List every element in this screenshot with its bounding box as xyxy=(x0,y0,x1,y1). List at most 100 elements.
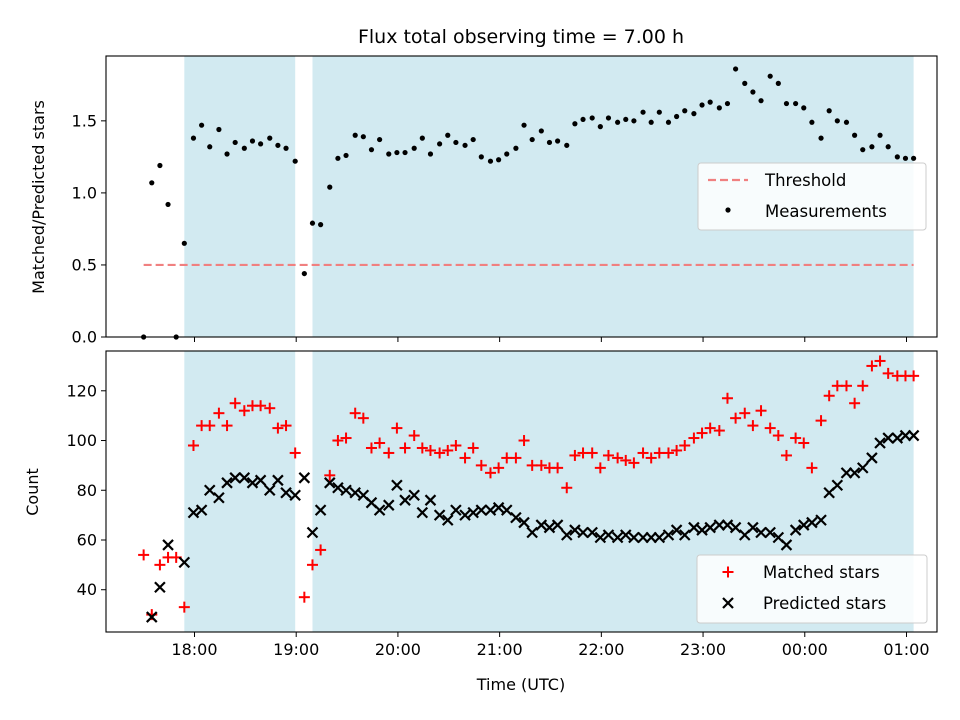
predicted-star-point xyxy=(510,511,522,524)
measurement-point xyxy=(445,132,451,138)
matched-star-point xyxy=(204,420,216,432)
observing-window xyxy=(184,351,296,632)
predicted-star-point xyxy=(298,472,311,484)
predicted-star-point xyxy=(314,504,327,516)
marker-stroke xyxy=(653,531,666,544)
marker-stroke xyxy=(203,484,216,497)
measurement-point xyxy=(640,109,646,115)
marker-stroke xyxy=(510,511,522,524)
count-y-ticks: 40 60 80 100 120 xyxy=(66,381,106,599)
measurement-point xyxy=(902,155,909,161)
marker-stroke xyxy=(424,494,437,506)
measurement-point xyxy=(665,119,672,125)
measurement-point xyxy=(368,147,375,153)
marker-stroke xyxy=(221,477,233,489)
matched-star-point xyxy=(349,407,361,419)
measurement-point xyxy=(258,141,264,147)
measurement-point xyxy=(386,151,392,157)
marker-stroke xyxy=(391,479,403,492)
predicted-star-point xyxy=(526,526,538,539)
matched-star-point xyxy=(662,447,674,459)
measurement-point xyxy=(623,116,629,123)
legend-matched-swatch xyxy=(722,566,734,578)
marker-stroke xyxy=(907,429,920,442)
matched-star-point xyxy=(221,420,233,432)
matched-star-point xyxy=(493,462,505,474)
measurement-point xyxy=(546,139,553,146)
legend-predicted-swatch xyxy=(722,597,734,609)
marker-stroke xyxy=(467,506,479,519)
marker-stroke xyxy=(704,521,716,534)
measurement-point xyxy=(572,121,578,127)
marker-stroke xyxy=(891,432,904,444)
measurement-point xyxy=(699,102,705,108)
y-tick-label: 1.0 xyxy=(72,183,97,202)
measurement-point xyxy=(555,138,561,144)
predicted-star-point xyxy=(688,521,700,534)
matched-star-point xyxy=(620,454,632,466)
matched-star-point xyxy=(324,469,336,481)
measurement-point xyxy=(529,136,535,143)
marker-stroke xyxy=(764,526,776,539)
marker-stroke xyxy=(382,499,395,511)
marker-stroke xyxy=(577,526,589,539)
marker-stroke xyxy=(373,504,386,516)
y-tick-label: 120 xyxy=(66,381,97,400)
predicted-star-point xyxy=(246,477,259,489)
marker-stroke xyxy=(688,521,700,534)
marker-stroke xyxy=(543,521,556,534)
predicted-star-point xyxy=(391,479,403,492)
matched-star-point xyxy=(535,459,547,471)
marker-stroke xyxy=(500,504,513,516)
predicted-star-point xyxy=(586,526,598,539)
predicted-star-point xyxy=(797,519,810,531)
predicted-star-point xyxy=(416,506,429,519)
predicted-star-point xyxy=(263,484,276,497)
marker-stroke xyxy=(365,496,378,509)
marker-stroke xyxy=(459,509,471,521)
x-tick-label: 23:00 xyxy=(680,640,726,659)
time-x-ticks: 18:00 19:00 20:00 21:00 22:00 23:00 00:00 01:00 xyxy=(171,632,930,659)
measurement-point xyxy=(589,115,595,121)
marker-stroke xyxy=(408,489,420,502)
predicted-star-point xyxy=(441,514,454,526)
x-tick-label: 18:00 xyxy=(171,640,217,659)
matched-star-point xyxy=(510,452,522,464)
predicted-star-point xyxy=(323,477,336,489)
marker-stroke xyxy=(831,479,844,492)
y-tick-label: 0.5 xyxy=(72,255,97,274)
matched-star-point xyxy=(138,549,150,561)
matched-star-point xyxy=(849,397,861,409)
marker-stroke xyxy=(229,472,241,484)
y-tick-label: 100 xyxy=(66,431,97,450)
measurement-point xyxy=(343,152,349,159)
predicted-star-point xyxy=(399,494,411,506)
measurement-point xyxy=(207,144,213,150)
marker-stroke xyxy=(254,474,267,487)
predicted-star-point xyxy=(628,531,640,544)
matched-star-point xyxy=(552,462,564,474)
matched-star-point xyxy=(780,449,792,461)
predicted-star-point xyxy=(848,467,861,479)
matched-star-point xyxy=(688,432,700,444)
matched-star-point xyxy=(637,447,649,459)
matched-star-point xyxy=(280,420,292,432)
matched-star-point xyxy=(289,447,301,459)
measurement-point xyxy=(487,158,494,164)
matched-star-point xyxy=(229,397,241,409)
marker-stroke xyxy=(721,519,734,531)
predicted-star-point xyxy=(203,484,216,497)
measurement-point xyxy=(275,142,281,148)
measurement-point xyxy=(615,119,621,125)
predicted-star-point xyxy=(332,481,344,494)
predicted-star-point xyxy=(289,489,301,502)
measurement-point xyxy=(165,201,171,208)
measurement-point xyxy=(631,118,637,124)
legend-measurements-swatch xyxy=(725,207,731,213)
measurement-point xyxy=(656,109,662,115)
matched-star-point xyxy=(365,442,377,454)
matched-star-point xyxy=(272,422,284,434)
predicted-star-point xyxy=(662,529,675,541)
measurement-point xyxy=(318,222,324,228)
measurement-point xyxy=(504,151,510,157)
